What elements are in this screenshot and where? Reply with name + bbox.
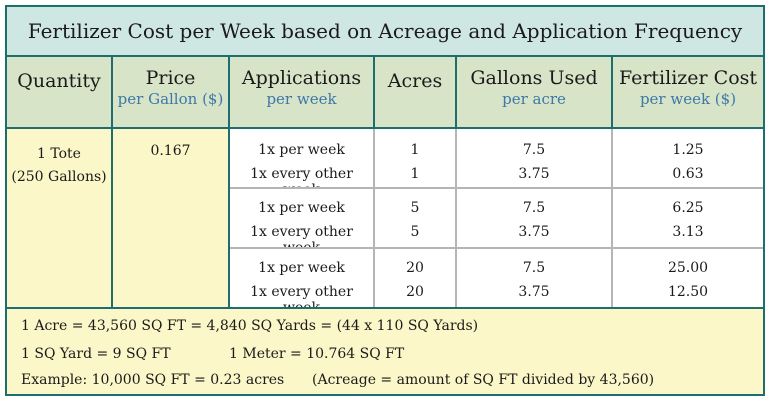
header-quantity-label: Quantity bbox=[17, 70, 101, 92]
table-row: 1x per week 5 7.5 6.25 bbox=[230, 200, 763, 223]
table-title: Fertilizer Cost per Week based on Acreag… bbox=[7, 7, 763, 57]
cost-cell: 12.50 bbox=[667, 284, 709, 300]
table-row: 1x per week 20 7.5 25.00 bbox=[230, 260, 763, 283]
acres-cell: 5 bbox=[410, 224, 420, 240]
group-1: 1x per week 1 7.5 1.25 1x every other we… bbox=[230, 129, 763, 198]
group-2: 1x per week 5 7.5 6.25 1x every other we… bbox=[230, 189, 763, 256]
header-cost-sublabel: per week ($) bbox=[639, 90, 737, 108]
header-acres: Acres bbox=[375, 57, 457, 127]
quantity-line1: 1 Tote bbox=[37, 146, 81, 162]
header-price: Price per Gallon ($) bbox=[113, 57, 230, 127]
header-applications-sublabel: per week bbox=[266, 90, 337, 108]
column-divider bbox=[373, 129, 375, 307]
applications-cell: 1x per week bbox=[258, 200, 345, 216]
acres-cell: 1 bbox=[410, 166, 420, 182]
applications-cell: 1x per week bbox=[258, 260, 345, 276]
cost-cell: 0.63 bbox=[672, 166, 704, 182]
gallons-cell: 3.75 bbox=[518, 224, 550, 240]
note-example: Example: 10,000 SQ FT = 0.23 acres bbox=[21, 372, 285, 388]
header-price-sublabel: per Gallon ($) bbox=[117, 90, 224, 108]
acres-cell: 1 bbox=[410, 142, 420, 158]
column-divider bbox=[611, 129, 613, 307]
table-row: 1x every other week 1 3.75 0.63 bbox=[230, 166, 763, 198]
group-divider bbox=[230, 247, 763, 249]
group-divider bbox=[230, 187, 763, 189]
note-acreage-formula: (Acreage = amount of SQ FT divided by 43… bbox=[312, 372, 655, 388]
cost-cell: 1.25 bbox=[672, 142, 704, 158]
header-gallons-sublabel: per acre bbox=[502, 90, 566, 108]
table-row: 1x per week 1 7.5 1.25 bbox=[230, 142, 763, 165]
acres-cell: 20 bbox=[406, 284, 424, 300]
table-row: 1x every other week 5 3.75 3.13 bbox=[230, 224, 763, 256]
header-gallons: Gallons Used per acre bbox=[457, 57, 613, 127]
column-divider bbox=[455, 129, 457, 307]
gallons-cell: 3.75 bbox=[518, 284, 550, 300]
gallons-cell: 3.75 bbox=[518, 166, 550, 182]
header-cost-label: Fertilizer Cost bbox=[618, 67, 758, 89]
fertilizer-cost-table: Fertilizer Cost per Week based on Acreag… bbox=[5, 5, 765, 396]
header-cost: Fertilizer Cost per week ($) bbox=[613, 57, 763, 127]
quantity-line2: (250 Gallons) bbox=[11, 169, 107, 185]
applications-cell: 1x per week bbox=[258, 142, 345, 158]
header-divider bbox=[7, 127, 763, 129]
conversion-notes: 1 Acre = 43,560 SQ FT = 4,840 SQ Yards =… bbox=[7, 309, 763, 394]
acres-cell: 5 bbox=[410, 200, 420, 216]
note-sq-yard: 1 SQ Yard = 9 SQ FT bbox=[21, 346, 171, 362]
cost-cell: 25.00 bbox=[667, 260, 709, 276]
acres-cell: 20 bbox=[406, 260, 424, 276]
note-meter: 1 Meter = 10.764 SQ FT bbox=[229, 346, 405, 362]
header-acres-label: Acres bbox=[387, 70, 443, 92]
group-3: 1x per week 20 7.5 25.00 1x every other … bbox=[230, 249, 763, 316]
quantity-cell: 1 Tote (250 Gallons) bbox=[7, 129, 113, 307]
gallons-cell: 7.5 bbox=[522, 260, 546, 276]
cost-cell: 3.13 bbox=[672, 224, 704, 240]
price-value: 0.167 bbox=[150, 143, 191, 159]
gallons-cell: 7.5 bbox=[522, 200, 546, 216]
cost-cell: 6.25 bbox=[672, 200, 704, 216]
table-row: 1x every other week 20 3.75 12.50 bbox=[230, 284, 763, 316]
note-acre-conversion: 1 Acre = 43,560 SQ FT = 4,840 SQ Yards =… bbox=[21, 318, 479, 334]
header-gallons-label: Gallons Used bbox=[470, 67, 598, 89]
header-price-label: Price bbox=[145, 67, 196, 89]
gallons-cell: 7.5 bbox=[522, 142, 546, 158]
header-quantity: Quantity bbox=[7, 57, 113, 127]
header-applications-label: Applications bbox=[241, 67, 362, 89]
price-cell: 0.167 bbox=[113, 129, 230, 307]
footer-divider bbox=[7, 307, 763, 309]
header-applications: Applications per week bbox=[230, 57, 375, 127]
